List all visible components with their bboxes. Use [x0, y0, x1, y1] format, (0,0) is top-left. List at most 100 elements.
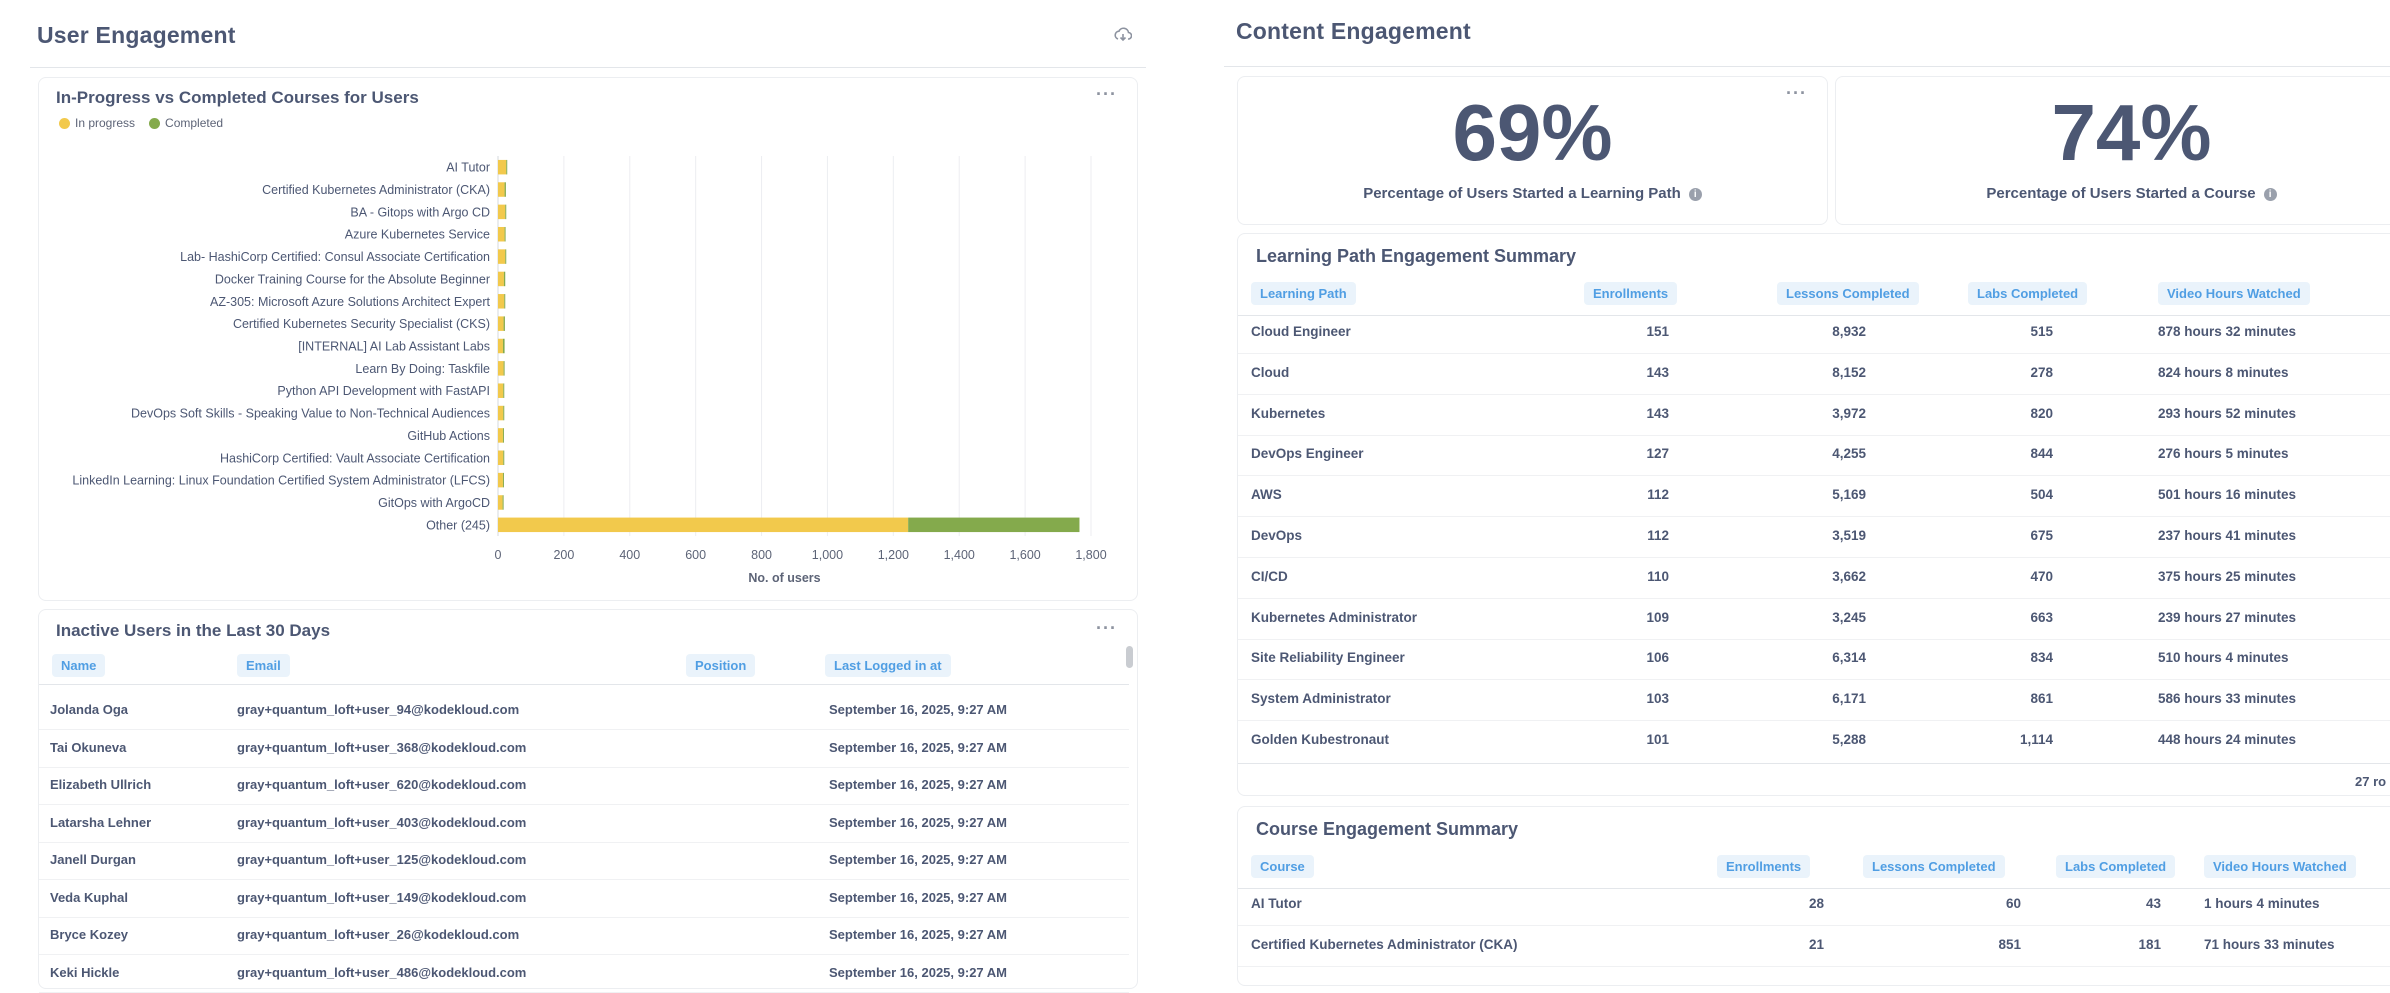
bar-completed[interactable]	[504, 294, 506, 309]
lp-video-cell: 824 hours 8 minutes	[2158, 364, 2289, 380]
col-header-position[interactable]: Position	[686, 654, 756, 677]
lp-col-enrollments[interactable]: Enrollments	[1584, 282, 1678, 305]
bar-in-progress[interactable]	[498, 159, 507, 175]
user-row-divider	[39, 729, 1129, 730]
chart-menu-button[interactable]: ···	[1096, 84, 1117, 104]
inactive-scrollbar[interactable]	[1126, 646, 1133, 668]
kpi-label-text-course: Percentage of Users Started a Course	[1986, 185, 2256, 202]
user-email-cell: gray+quantum_loft+user_403@kodekloud.com	[237, 814, 527, 830]
bar-completed[interactable]	[503, 271, 506, 287]
lp-lessons-cell: 3,245	[1832, 609, 1866, 625]
bar-in-progress[interactable]	[498, 383, 504, 398]
lp-labs-cell: 834	[2030, 650, 2053, 666]
course-col-video[interactable]: Video Hours Watched	[2204, 855, 2356, 878]
lp-col-labs[interactable]: Labs Completed	[1968, 282, 2088, 305]
lp-col-learning-path[interactable]: Learning Path	[1251, 282, 1356, 305]
bar-in-progress[interactable]	[498, 517, 909, 533]
info-icon[interactable]: i	[2263, 187, 2277, 201]
bar-completed[interactable]	[503, 405, 505, 421]
bar-in-progress[interactable]	[498, 294, 505, 309]
lp-enrollments-cell: 143	[1646, 364, 1669, 380]
bar-completed[interactable]	[502, 338, 505, 354]
user-name-cell: Keki Hickle	[50, 964, 120, 980]
download-icon[interactable]	[1114, 27, 1132, 43]
info-icon[interactable]: i	[1688, 187, 1702, 201]
bar-in-progress[interactable]	[498, 428, 503, 443]
courses-chart-card: In-Progress vs Completed Courses for Use…	[38, 77, 1138, 601]
kpi-label-text-learning-path: Percentage of Users Started a Learning P…	[1363, 185, 1681, 202]
course-header-divider	[1238, 888, 2390, 889]
course-name-cell: AI Tutor	[1251, 896, 1302, 911]
lp-enrollments-cell: 112	[1647, 528, 1669, 543]
x-tick-label: 0	[495, 548, 502, 562]
bar-completed[interactable]	[502, 495, 504, 510]
bar-in-progress[interactable]	[498, 182, 505, 197]
legend-dot-in-progress	[59, 117, 70, 129]
x-tick-label: 1,600	[1009, 548, 1040, 562]
lp-enrollments-cell: 112	[1647, 487, 1669, 503]
y-category-label: GitOps with ArgoCD	[378, 496, 490, 510]
bar-completed[interactable]	[505, 204, 507, 220]
lp-name-cell: Cloud	[1251, 364, 1290, 380]
lp-lessons-cell: 8,152	[1832, 364, 1866, 380]
courses-bar-chart: 0 200 400 600 800 1,000 1,200 1,400 1,600 1,800 No…	[72, 156, 1107, 585]
lp-name-cell: DevOps	[1251, 528, 1303, 543]
course-video-cell: 71 hours 33 minutes	[2204, 937, 2335, 952]
bar-completed[interactable]	[504, 182, 506, 197]
bar-completed[interactable]	[503, 383, 505, 398]
bar-completed[interactable]	[502, 428, 504, 443]
col-header-email[interactable]: Email	[237, 654, 290, 677]
course-col-enrollments[interactable]: Enrollments	[1717, 855, 1811, 878]
lp-col-lessons[interactable]: Lessons Completed	[1777, 282, 1919, 305]
legend-item-in-progress[interactable]: In progress	[59, 116, 135, 130]
lp-video-cell: 510 hours 4 minutes	[2158, 650, 2289, 666]
kpi-value-learning-path: 69%	[1452, 88, 1613, 177]
col-header-last-logged[interactable]: Last Logged in at	[825, 654, 951, 677]
lp-lessons-cell: 3,972	[1832, 405, 1866, 421]
bar-in-progress[interactable]	[498, 338, 503, 354]
x-tick-label: 1,800	[1075, 548, 1106, 562]
lp-video-cell: 448 hours 24 minutes	[2158, 732, 2297, 747]
course-col-course[interactable]: Course	[1251, 855, 1314, 878]
inactive-menu-button[interactable]: ···	[1096, 618, 1117, 638]
bar-in-progress[interactable]	[498, 226, 505, 242]
lp-col-video[interactable]: Video Hours Watched	[2158, 282, 2310, 305]
lp-labs-cell: 663	[2030, 609, 2053, 625]
user-row-divider	[39, 954, 1129, 955]
bar-completed[interactable]	[908, 517, 1080, 533]
kpi-card-learning-path: ··· 69% Percentage of Users Started a Le…	[1237, 76, 1828, 225]
user-last-login-cell: September 16, 2025, 9:27 AM	[829, 964, 1007, 980]
bar-completed[interactable]	[504, 226, 506, 242]
bar-in-progress[interactable]	[498, 316, 504, 331]
y-category-label: Certified Kubernetes Security Specialist…	[233, 317, 490, 331]
bar-completed[interactable]	[503, 450, 505, 466]
legend-item-completed[interactable]: Completed	[149, 116, 223, 130]
kpi-menu-button[interactable]: ···	[1786, 83, 1807, 103]
bar-completed[interactable]	[502, 472, 504, 488]
bar-completed[interactable]	[503, 316, 505, 331]
bar-completed[interactable]	[506, 159, 508, 175]
lp-row-divider	[1238, 475, 2390, 477]
bar-in-progress[interactable]	[498, 249, 506, 264]
y-category-label: AI Tutor	[446, 161, 490, 175]
lp-labs-cell: 278	[2030, 364, 2053, 380]
course-col-labs[interactable]: Labs Completed	[2056, 855, 2176, 878]
course-col-lessons[interactable]: Lessons Completed	[1863, 855, 2005, 878]
lp-name-cell: Kubernetes	[1251, 405, 1326, 421]
content-engagement-title: Content Engagement	[1236, 18, 1471, 44]
legend-label-completed: Completed	[165, 116, 224, 130]
bar-in-progress[interactable]	[498, 450, 504, 466]
bar-in-progress[interactable]	[498, 472, 503, 488]
bar-in-progress[interactable]	[498, 204, 506, 220]
course-video-cell: 1 hours 4 minutes	[2204, 896, 2320, 911]
bar-in-progress[interactable]	[498, 361, 504, 376]
col-header-name[interactable]: Name	[52, 654, 106, 677]
bar-in-progress[interactable]	[498, 271, 504, 287]
bar-completed[interactable]	[505, 249, 507, 264]
kpi-card-course: 74% Percentage of Users Started a Course…	[1835, 76, 2390, 225]
user-last-login-cell: September 16, 2025, 9:27 AM	[829, 814, 1007, 830]
bar-completed[interactable]	[503, 361, 505, 376]
bar-in-progress[interactable]	[498, 405, 504, 421]
bar-in-progress[interactable]	[498, 495, 503, 510]
lp-labs-cell: 820	[2030, 405, 2053, 421]
